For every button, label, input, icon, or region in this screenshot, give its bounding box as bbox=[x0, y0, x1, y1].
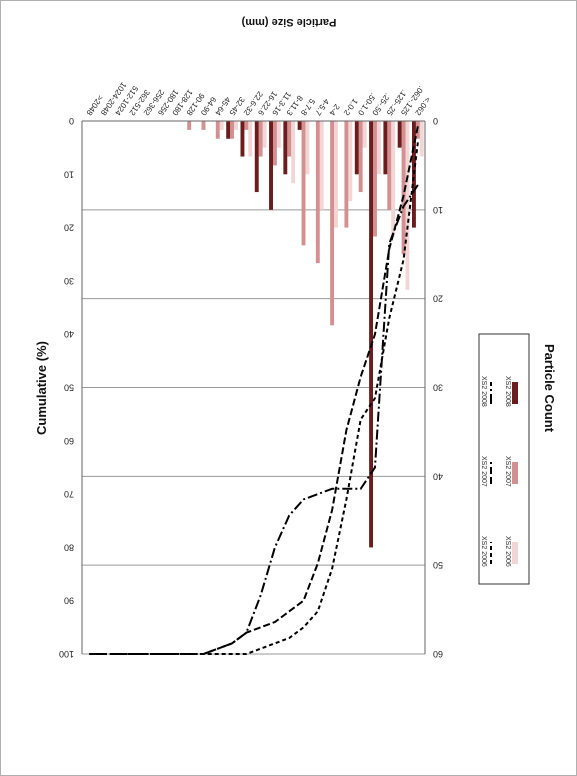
y-axis-title: Particle Count bbox=[542, 344, 557, 433]
y-tick-label: 60 bbox=[433, 649, 443, 659]
y-tick-label: 10 bbox=[433, 205, 443, 215]
y2-tick-label: 10 bbox=[64, 169, 74, 179]
bar bbox=[334, 121, 338, 228]
bar bbox=[391, 121, 396, 237]
legend-label: XS2 2007 bbox=[504, 456, 511, 487]
cumulative-line bbox=[89, 184, 419, 655]
legend: XS2 2006 XS2 2007 XS2 2008 XS2 2006 XS2 2007… bbox=[478, 333, 530, 585]
rotated-chart-group: 01020304050600102030405060708090100<.062… bbox=[34, 16, 557, 659]
cumulative-line bbox=[89, 126, 419, 655]
bar bbox=[354, 121, 359, 175]
bar bbox=[362, 121, 367, 148]
y2-tick-label: 80 bbox=[64, 542, 74, 552]
y-tick-label: 40 bbox=[433, 471, 443, 481]
bar bbox=[230, 121, 235, 139]
bar bbox=[330, 121, 335, 326]
bar bbox=[240, 121, 245, 157]
y2-tick-label: 20 bbox=[64, 223, 74, 233]
bar bbox=[291, 121, 296, 184]
bar bbox=[373, 121, 377, 237]
y2-axis-title: Cumulative (%) bbox=[34, 341, 49, 435]
legend-label: XS2 2008 bbox=[480, 376, 487, 407]
y-tick-label: 30 bbox=[433, 383, 443, 393]
bar bbox=[226, 121, 231, 139]
bars-layer bbox=[187, 121, 424, 548]
cumulative-line bbox=[89, 142, 419, 655]
bar bbox=[305, 121, 310, 175]
bar bbox=[369, 121, 374, 548]
legend-label: XS2 2006 bbox=[504, 536, 511, 567]
bar bbox=[276, 121, 281, 148]
bar bbox=[262, 121, 267, 148]
y2-tick-label: 0 bbox=[69, 116, 74, 126]
bar bbox=[383, 121, 388, 175]
legend-swatch bbox=[512, 382, 518, 404]
bar bbox=[287, 121, 292, 157]
y-tick-label: 20 bbox=[433, 294, 443, 304]
legend-box bbox=[478, 333, 530, 585]
bar bbox=[234, 121, 238, 130]
bar bbox=[297, 121, 302, 130]
bar bbox=[254, 121, 259, 193]
bar bbox=[319, 121, 324, 210]
bar bbox=[244, 121, 249, 130]
bar bbox=[283, 121, 288, 175]
bar bbox=[248, 121, 253, 157]
bar bbox=[301, 121, 306, 246]
bar bbox=[397, 121, 402, 148]
bar bbox=[344, 121, 349, 228]
bar bbox=[201, 121, 206, 130]
bar bbox=[401, 121, 406, 255]
legend-label: XS2 2006 bbox=[480, 536, 487, 567]
bar bbox=[272, 121, 277, 166]
y-tick-label: 50 bbox=[433, 560, 443, 570]
bar bbox=[419, 121, 424, 157]
bar bbox=[269, 121, 273, 210]
y2-tick-label: 100 bbox=[59, 649, 74, 659]
bar bbox=[258, 121, 263, 157]
bar bbox=[387, 121, 392, 210]
bar bbox=[315, 121, 320, 264]
y2-tick-label: 30 bbox=[64, 276, 74, 286]
bar bbox=[376, 121, 381, 175]
bar bbox=[219, 121, 224, 130]
bar bbox=[358, 121, 363, 193]
y2-tick-label: 70 bbox=[64, 489, 74, 499]
cumulative-lines-layer bbox=[89, 126, 419, 655]
bar bbox=[405, 121, 410, 290]
bar bbox=[187, 121, 192, 130]
y2-tick-label: 60 bbox=[64, 436, 74, 446]
y-tick-label: 0 bbox=[433, 116, 438, 126]
bar bbox=[348, 121, 353, 201]
legend-swatch bbox=[512, 462, 518, 484]
legend-label: XS2 2007 bbox=[480, 456, 487, 487]
legend-label: XS2 2008 bbox=[504, 376, 511, 407]
bar bbox=[215, 121, 220, 139]
y2-tick-label: 40 bbox=[64, 329, 74, 339]
y2-tick-label: 50 bbox=[64, 383, 74, 393]
x-axis-title: Particle Size (mm) bbox=[241, 16, 336, 28]
bar bbox=[411, 121, 416, 228]
y2-tick-label: 90 bbox=[64, 596, 74, 606]
legend-swatch bbox=[512, 542, 518, 564]
